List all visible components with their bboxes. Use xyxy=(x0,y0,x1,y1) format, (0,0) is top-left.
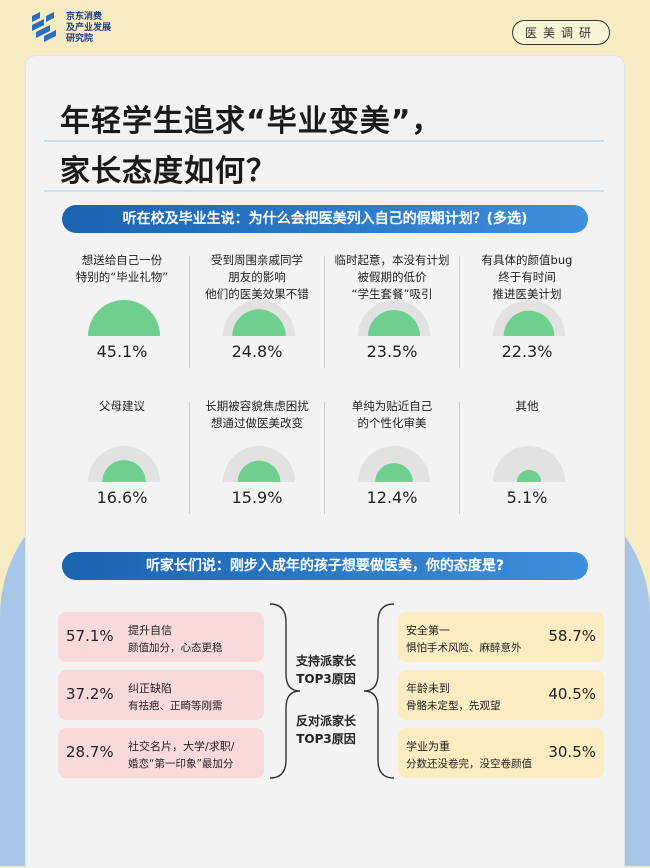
support-group-label-line2: TOP3原因 xyxy=(296,672,356,686)
oppose-reason-2-title: 年龄未到 xyxy=(406,682,450,695)
title-underline-2 xyxy=(44,190,604,192)
reason-value-label: 12.4% xyxy=(366,488,418,507)
gauge-fill-bar xyxy=(232,309,286,336)
support-reason-2-title: 纠正缺陷 xyxy=(128,682,172,695)
oppose-reason-1-desc: 惧怕手术风险、麻醉意外 xyxy=(406,642,522,654)
support-reason-1-value: 57.1% xyxy=(66,627,114,645)
gauge-fill-bar xyxy=(375,463,413,482)
oppose-reason-1: 安全第一 惧怕手术风险、麻醉意外 58.7% xyxy=(398,612,604,662)
reason-item: 受到周围亲戚同学 朋友的影响 他们的医美效果不错 24.8% xyxy=(193,252,321,372)
column-divider xyxy=(459,256,460,368)
page-title-line1: 年轻学生追求“毕业变美”， xyxy=(60,104,443,139)
org-name-line1: 京东消费 xyxy=(66,12,103,22)
gauge-fill-bar xyxy=(368,310,420,336)
reason-gauge xyxy=(493,446,565,482)
reason-gauge xyxy=(358,446,430,482)
support-reason-1: 57.1% 提升自信 颜值加分，心态更稳 xyxy=(58,612,264,662)
support-reason-3-value: 28.7% xyxy=(66,743,114,761)
support-reason-2-desc: 有祛疤、正畸等刚需 xyxy=(128,700,223,712)
gauge-fill-bar xyxy=(503,310,555,336)
reason-item: 父母建议 16.6% xyxy=(58,398,186,518)
support-reason-2: 37.2% 纠正缺陷 有祛疤、正畸等刚需 xyxy=(58,670,264,720)
gauge-fill-bar xyxy=(237,460,281,482)
reason-item: 临时起意，本没有计划 被假期的低价 “学生套餐”吸引 23.5% xyxy=(328,252,456,372)
oppose-reason-3-title: 学业为重 xyxy=(406,740,450,753)
gauge-fill-bar xyxy=(516,469,542,482)
org-name: 京东消费 及产业发展 研究院 xyxy=(66,12,146,45)
header-tag: 医美调研 xyxy=(511,20,610,45)
support-reason-3-title: 社交名片，大学/求职/ xyxy=(128,740,235,753)
column-divider xyxy=(189,256,190,368)
org-name-line2: 及产业发展 xyxy=(66,23,112,33)
reason-gauge xyxy=(88,300,160,336)
support-reason-2-value: 37.2% xyxy=(66,685,114,703)
reason-label: 其他 xyxy=(515,399,539,413)
gauge-track xyxy=(493,446,565,482)
reason-label: 受到周围亲戚同学 朋友的影响 他们的医美效果不错 xyxy=(205,253,309,301)
oppose-reason-1-value: 58.7% xyxy=(548,627,596,645)
column-divider xyxy=(189,402,190,514)
reason-label: 长期被容貌焦虑困扰 想通过做医美改变 xyxy=(205,399,309,430)
right-brace-icon xyxy=(363,603,395,779)
section1-banner: 听在校及毕业生说：为什么会把医美列入自己的假期计划？(多选) xyxy=(62,205,588,233)
reason-value-label: 15.9% xyxy=(231,488,283,507)
reason-item: 有具体的颜值bug 终于有时间 推进医美计划 22.3% xyxy=(463,252,591,372)
oppose-group-label: 反对派家长 TOP3原因 xyxy=(286,712,366,748)
reason-label: 临时起意，本没有计划 被假期的低价 “学生套餐”吸引 xyxy=(334,253,450,301)
column-divider xyxy=(459,402,460,514)
oppose-reason-2-value: 40.5% xyxy=(548,685,596,703)
support-reason-1-title: 提升自信 xyxy=(128,624,172,637)
support-reason-3: 28.7% 社交名片，大学/求职/ 婚恋“第一印象”最加分 xyxy=(58,728,264,778)
reason-value-label: 16.6% xyxy=(96,488,148,507)
jd-logo-icon xyxy=(32,12,56,42)
reason-label: 父母建议 xyxy=(99,399,145,413)
reason-gauge xyxy=(358,300,430,336)
support-group-label-line1: 支持派家长 xyxy=(295,654,356,668)
oppose-reason-1-title: 安全第一 xyxy=(406,624,450,637)
reason-item: 其他 5.1% xyxy=(463,398,591,518)
column-divider xyxy=(324,256,325,368)
gauge-fill-bar xyxy=(88,300,160,336)
reason-label: 单纯为贴近自己 的个性化审美 xyxy=(351,399,433,430)
reason-value-label: 24.8% xyxy=(231,342,283,361)
reason-value-label: 5.1% xyxy=(506,488,548,507)
support-reason-1-desc: 颜值加分，心态更稳 xyxy=(128,642,223,654)
reason-gauge xyxy=(88,446,160,482)
reason-value-label: 22.3% xyxy=(501,342,553,361)
reason-item: 单纯为贴近自己 的个性化审美 12.4% xyxy=(328,398,456,518)
support-reason-3-desc: 婚恋“第一印象”最加分 xyxy=(128,758,234,770)
oppose-group-label-line1: 反对派家长 xyxy=(295,714,356,728)
gauge-fill-bar xyxy=(102,460,146,482)
section2-banner: 听家长们说：刚步入成年的孩子想要做医美，你的态度是? xyxy=(62,552,588,580)
title-underline-1 xyxy=(44,140,604,142)
oppose-reason-3: 学业为重 分数还没卷完，没空卷颜值 30.5% xyxy=(398,728,604,778)
reason-item: 长期被容貌焦虑困扰 想通过做医美改变 15.9% xyxy=(193,398,321,518)
support-group-label: 支持派家长 TOP3原因 xyxy=(286,652,366,688)
oppose-reason-3-value: 30.5% xyxy=(548,743,596,761)
oppose-reason-2: 年龄未到 骨骼未定型，先观望 40.5% xyxy=(398,670,604,720)
reason-label: 想送给自己一份 特别的“毕业礼物” xyxy=(75,253,169,284)
reason-value-label: 23.5% xyxy=(366,342,418,361)
reason-label: 有具体的颜值bug 终于有时间 推进医美计划 xyxy=(481,253,573,301)
reason-gauge xyxy=(223,300,295,336)
column-divider xyxy=(324,402,325,514)
oppose-reason-2-desc: 骨骼未定型，先观望 xyxy=(406,700,501,712)
reason-item: 想送给自己一份 特别的“毕业礼物” 45.1% xyxy=(58,252,186,372)
reason-gauge xyxy=(223,446,295,482)
reason-gauge xyxy=(493,300,565,336)
page-title-line2: 家长态度如何？ xyxy=(60,154,277,189)
oppose-group-label-line2: TOP3原因 xyxy=(296,732,356,746)
org-name-line3: 研究院 xyxy=(66,34,94,44)
left-brace-icon xyxy=(269,603,301,779)
reason-value-label: 45.1% xyxy=(96,342,148,361)
oppose-reason-3-desc: 分数还没卷完，没空卷颜值 xyxy=(406,758,532,770)
